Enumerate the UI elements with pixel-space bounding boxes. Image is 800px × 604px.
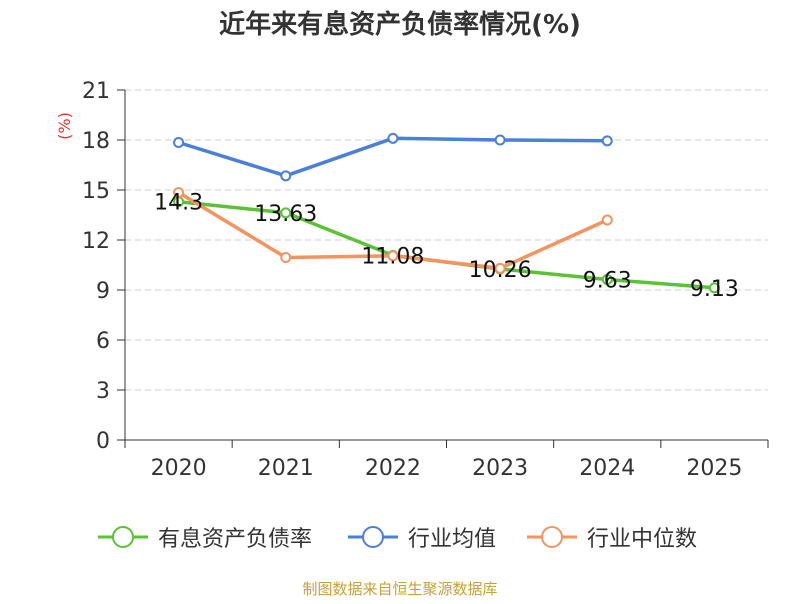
y-tick-label: 18 [82,129,110,154]
y-tick-label: 0 [96,429,110,454]
x-tick-label: 2024 [579,456,635,481]
data-point [173,187,185,198]
data-point [494,134,506,146]
data-point [601,274,613,285]
y-tick-label: 15 [82,179,110,204]
data-label: 14.3 [154,191,203,216]
data-label: 9.13 [690,277,739,302]
data-point [173,137,185,148]
x-tick-label: 2025 [686,456,742,481]
data-label-layer: 14.3 13.63 11.08 10.26 9.63 9.13 [154,191,739,302]
y-tick-label: 21 [82,79,110,104]
legend-label: 行业均值 [408,527,496,552]
series-line-1 [178,136,608,178]
y-tick-label: 6 [96,329,110,354]
data-point [280,252,292,263]
grid-layer [125,89,768,391]
series-layer [173,132,720,294]
data-point [708,282,720,294]
x-tick-label: 2021 [258,456,314,481]
legend-label: 有息资产负债率 [158,527,312,552]
data-label: 13.63 [254,202,317,227]
data-point [280,170,292,182]
data-point [601,135,613,147]
data-point [387,250,399,262]
chart-title: 近年来有息资产负债率情况(%) [219,9,581,40]
x-tick-label: 2023 [472,456,528,481]
y-tick-label: 12 [82,229,110,254]
data-point [387,132,399,144]
legend-marker [362,526,384,548]
y-tick-label: 3 [96,379,110,404]
data-point [280,207,292,219]
legend-label: 行业中位数 [587,527,697,552]
legend: 有息资产负债率 行业均值 行业中位数 [98,526,697,552]
data-label: 11.08 [361,244,424,269]
axis-layer: 0 3 6 9 12 15 18 21 2020 2021 2022 2023 2024 2025 [82,79,769,481]
source-note: 制图数据来自恒生聚源数据库 [302,580,497,598]
x-tick-label: 2022 [365,456,421,481]
y-tick-label: 9 [96,279,110,304]
data-label: 9.63 [583,269,632,294]
data-label: 10.26 [469,258,532,283]
x-tick-label: 2020 [151,456,207,481]
legend-marker [541,526,563,548]
data-point [494,262,506,274]
data-point [601,214,613,226]
legend-marker [112,526,134,548]
y-axis-unit: (%) [55,112,74,140]
